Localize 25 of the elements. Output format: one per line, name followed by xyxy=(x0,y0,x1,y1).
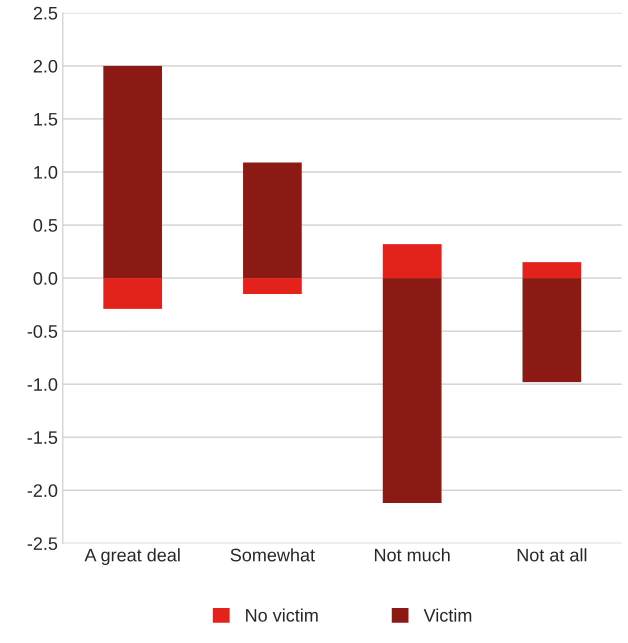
bar xyxy=(103,278,162,309)
y-tick-label: 0.0 xyxy=(34,272,58,285)
legend-label: No victim xyxy=(246,608,318,622)
y-tick-label: -0.5 xyxy=(28,325,58,338)
y-tick-label: 2.0 xyxy=(34,60,58,73)
legend-label: Victim xyxy=(424,608,472,622)
y-tick-label: -2.5 xyxy=(28,537,58,550)
y-tick-label: 1.0 xyxy=(34,166,58,179)
bar xyxy=(243,162,302,278)
x-tick-label: Not at all xyxy=(518,548,586,562)
x-tick-label: Not much xyxy=(374,548,450,562)
x-tick-label: A great deal xyxy=(84,548,180,566)
x-tick-label: Somewhat xyxy=(230,548,315,562)
y-tick-label: 2.5 xyxy=(34,6,58,20)
y-tick-label: 1.5 xyxy=(34,113,58,126)
bar xyxy=(522,262,582,278)
y-tick-label: -2.0 xyxy=(28,484,58,498)
bar xyxy=(103,66,162,278)
bar xyxy=(243,278,302,294)
bar xyxy=(382,278,442,504)
y-tick-label: 0.5 xyxy=(34,218,58,232)
y-tick-label: -1.5 xyxy=(28,431,58,444)
bar xyxy=(522,278,582,382)
bar xyxy=(382,244,442,278)
y-tick-label: -1.0 xyxy=(28,378,58,391)
